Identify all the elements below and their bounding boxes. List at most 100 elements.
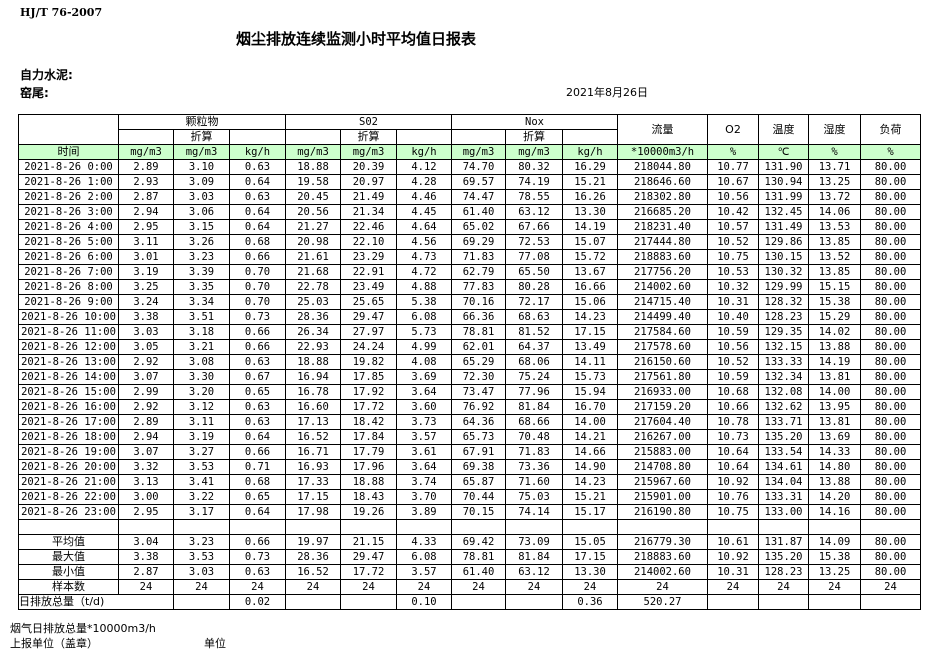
data-cell: 24 — [173, 579, 230, 595]
data-cell: 80.00 — [860, 189, 921, 205]
data-cell: 13.67 — [562, 264, 618, 280]
data-cell: 3.57 — [396, 429, 452, 445]
data-cell: 10.40 — [707, 309, 759, 325]
data-cell: 10.92 — [707, 549, 759, 565]
data-cell: 17.33 — [285, 474, 341, 490]
data-cell: 13.52 — [808, 249, 861, 265]
data-cell: 68.63 — [505, 309, 563, 325]
data-cell: 24 — [707, 579, 759, 595]
data-cell: 218883.60 — [617, 249, 708, 265]
so2-converted-header: 折算 — [340, 129, 397, 145]
data-cell: 10.68 — [707, 384, 759, 400]
data-cell: 14.16 — [808, 504, 861, 520]
data-cell: 3.64 — [396, 384, 452, 400]
data-cell: 24 — [562, 579, 618, 595]
blank-cell — [562, 519, 618, 535]
data-cell: 130.15 — [758, 249, 809, 265]
data-cell: 133.31 — [758, 489, 809, 505]
data-cell: 24 — [860, 579, 921, 595]
data-cell: 72.17 — [505, 294, 563, 310]
data-cell: 214708.80 — [617, 459, 708, 475]
data-cell: 133.00 — [758, 504, 809, 520]
data-cell: 14.06 — [808, 204, 861, 220]
data-cell: 3.22 — [173, 489, 230, 505]
data-cell: 20.39 — [340, 159, 397, 175]
data-cell: 215901.00 — [617, 489, 708, 505]
data-cell: 80.00 — [860, 414, 921, 430]
data-cell: 3.19 — [118, 264, 174, 280]
data-cell: 0.70 — [229, 264, 286, 280]
kiln-label: 窑尾: — [20, 86, 49, 100]
data-cell: 67.66 — [505, 219, 563, 235]
row-label: 2021-8-26 14:00 — [18, 369, 119, 385]
data-cell: 21.49 — [340, 189, 397, 205]
data-cell: 6.08 — [396, 309, 452, 325]
data-cell: 80.00 — [860, 219, 921, 235]
row-label: 2021-8-26 10:00 — [18, 309, 119, 325]
daily-total-cell: 0.10 — [396, 594, 452, 610]
data-cell: 2.93 — [118, 174, 174, 190]
row-label: 2021-8-26 9:00 — [18, 294, 119, 310]
data-cell: 10.42 — [707, 204, 759, 220]
data-cell: 18.43 — [340, 489, 397, 505]
data-cell: 74.14 — [505, 504, 563, 520]
data-cell: 19.58 — [285, 174, 341, 190]
row-label: 2021-8-26 6:00 — [18, 249, 119, 265]
table-row: 2021-8-26 1:00 2.93 3.09 0.64 19.58 20.97 4.28… — [18, 174, 921, 190]
row-label: 2021-8-26 23:00 — [18, 504, 119, 520]
data-cell: 0.63 — [229, 399, 286, 415]
data-cell: 70.48 — [505, 429, 563, 445]
data-cell: 80.00 — [860, 294, 921, 310]
data-cell: 20.97 — [340, 174, 397, 190]
data-cell: 10.76 — [707, 489, 759, 505]
data-cell: 3.57 — [396, 564, 452, 580]
data-cell: 73.47 — [451, 384, 506, 400]
blank-cell — [229, 129, 286, 145]
summary-row: 最小值 2.87 3.03 0.63 16.52 17.72 3.57 61.40 63.12 1… — [18, 564, 921, 580]
data-cell: 4.73 — [396, 249, 452, 265]
unit-header: % — [707, 144, 759, 160]
data-cell: 21.61 — [285, 249, 341, 265]
data-cell: 0.64 — [229, 174, 286, 190]
o2-header: O2 — [707, 114, 759, 145]
blank-cell — [285, 519, 341, 535]
data-cell: 24 — [118, 579, 174, 595]
data-cell: 80.00 — [860, 204, 921, 220]
data-cell: 14.90 — [562, 459, 618, 475]
data-cell: 16.52 — [285, 564, 341, 580]
data-cell: 2.89 — [118, 159, 174, 175]
data-cell: 15.72 — [562, 249, 618, 265]
data-cell: 5.73 — [396, 324, 452, 340]
data-cell: 24 — [451, 579, 506, 595]
blank-cell — [707, 519, 759, 535]
daily-total-cell — [505, 594, 563, 610]
data-cell: 66.36 — [451, 309, 506, 325]
data-cell: 21.15 — [340, 534, 397, 550]
data-cell: 3.09 — [173, 174, 230, 190]
data-cell: 3.17 — [173, 504, 230, 520]
data-cell: 74.19 — [505, 174, 563, 190]
data-cell: 134.61 — [758, 459, 809, 475]
data-cell: 80.00 — [860, 309, 921, 325]
unit-header: mg/m3 — [340, 144, 397, 160]
data-cell: 22.46 — [340, 219, 397, 235]
data-cell: 75.24 — [505, 369, 563, 385]
data-cell: 3.23 — [173, 534, 230, 550]
daily-total-cell: 520.27 — [617, 594, 708, 610]
blank-cell — [173, 519, 230, 535]
data-cell: 15.07 — [562, 234, 618, 250]
data-cell: 217578.60 — [617, 339, 708, 355]
data-cell: 24 — [505, 579, 563, 595]
table-row: 2021-8-26 4:00 2.95 3.15 0.64 21.27 22.46 4.64… — [18, 219, 921, 235]
data-cell: 129.99 — [758, 279, 809, 295]
data-cell: 14.11 — [562, 354, 618, 370]
data-cell: 10.64 — [707, 459, 759, 475]
data-cell: 3.24 — [118, 294, 174, 310]
data-cell: 16.70 — [562, 399, 618, 415]
row-label: 平均值 — [18, 534, 119, 550]
data-cell: 0.71 — [229, 459, 286, 475]
data-cell: 3.32 — [118, 459, 174, 475]
table-row: 2021-8-26 5:00 3.11 3.26 0.68 20.98 22.10 4.56… — [18, 234, 921, 250]
row-label: 2021-8-26 22:00 — [18, 489, 119, 505]
data-cell: 218646.60 — [617, 174, 708, 190]
